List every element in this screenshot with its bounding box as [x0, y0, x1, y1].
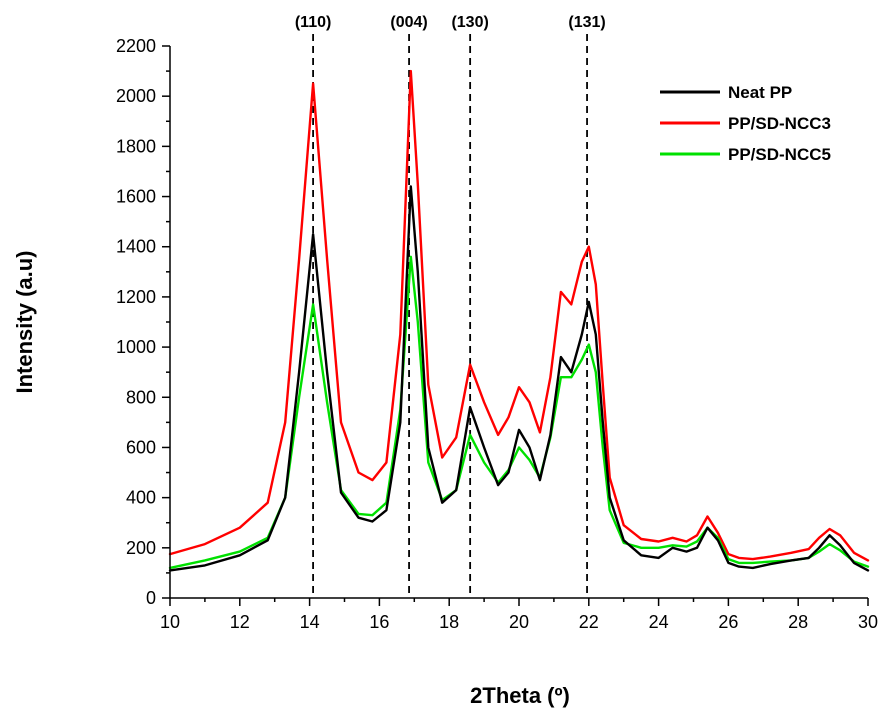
x-tick-label: 12 [230, 612, 250, 632]
legend: Neat PP PP/SD-NCC3 PP/SD-NCC5 [660, 83, 831, 164]
x-tick-label: 20 [509, 612, 529, 632]
x-tick-label: 24 [649, 612, 669, 632]
annotation-label: (004) [390, 14, 427, 31]
annotation-lines [312, 34, 588, 598]
y-tick-label: 2000 [116, 86, 156, 106]
y-tick-label: 1600 [116, 187, 156, 207]
x-tick-label: 14 [300, 612, 320, 632]
tick-labels: 10 12 14 16 18 20 22 24 26 28 30 0 200 400 600 800 1000 1… [116, 36, 878, 632]
y-tick-label: 0 [146, 588, 156, 608]
x-tick-label: 10 [160, 612, 180, 632]
legend-label: PP/SD-NCC5 [728, 145, 831, 164]
x-axis-title: 2Theta (º) [470, 683, 570, 708]
series-line-pp-sd-ncc3 [168, 69, 870, 562]
legend-label: PP/SD-NCC3 [728, 114, 831, 133]
x-tick-label: 18 [439, 612, 459, 632]
axes [162, 45, 869, 606]
x-tick-label: 22 [579, 612, 599, 632]
y-tick-label: 200 [126, 538, 156, 558]
annotation-label: (131) [568, 14, 605, 31]
y-tick-label: 1800 [116, 136, 156, 156]
y-tick-label: 2200 [116, 36, 156, 56]
y-tick-label: 1200 [116, 287, 156, 307]
y-tick-label: 1400 [116, 237, 156, 257]
annotation-labels: (110) (004) (130) (131) [295, 14, 606, 31]
x-tick-label: 30 [858, 612, 878, 632]
series-line-neat-pp [168, 185, 870, 572]
x-tick-label: 28 [788, 612, 808, 632]
y-tick-label: 400 [126, 488, 156, 508]
y-tick-label: 600 [126, 437, 156, 457]
x-tick-label: 16 [369, 612, 389, 632]
y-tick-label: 1000 [116, 337, 156, 357]
x-tick-label: 26 [718, 612, 738, 632]
annotation-label: (130) [451, 14, 488, 31]
y-tick-label: 800 [126, 387, 156, 407]
annotation-label: (110) [295, 14, 331, 31]
series-layer [168, 69, 870, 572]
y-axis-title: Intensity (a.u) [12, 250, 37, 393]
series-line-pp-sd-ncc5 [168, 255, 870, 570]
legend-label: Neat PP [728, 83, 792, 102]
